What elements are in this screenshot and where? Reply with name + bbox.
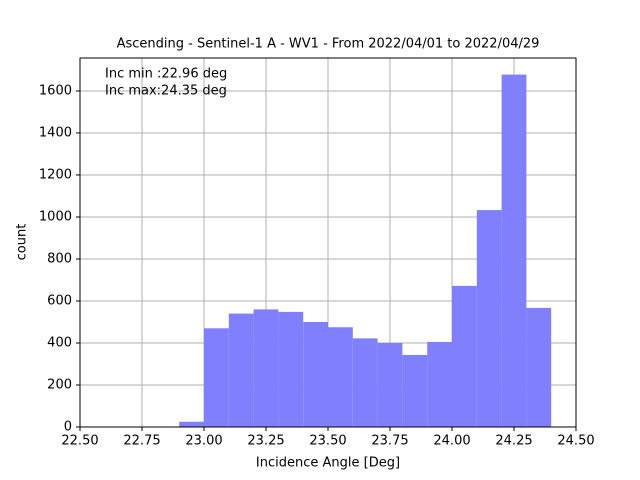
x-tick-label: 22.75 <box>123 434 160 449</box>
x-tick-label: 24.50 <box>557 434 594 449</box>
bar <box>253 309 279 427</box>
x-tick-label: 23.50 <box>309 434 346 449</box>
y-tick-label: 1200 <box>39 167 72 182</box>
x-tick-label: 23.25 <box>247 434 284 449</box>
annotation: Inc max:24.35 deg <box>105 84 227 99</box>
x-tick-label: 23.00 <box>185 434 222 449</box>
bar <box>501 74 527 428</box>
y-tick-label: 200 <box>47 377 72 392</box>
x-tick-label: 23.75 <box>371 434 408 449</box>
bar <box>526 307 552 427</box>
y-tick-label: 1600 <box>39 83 72 98</box>
x-tick-label: 24.00 <box>433 434 470 449</box>
y-tick-label: 1400 <box>39 125 72 140</box>
y-tick-label: 400 <box>47 335 72 350</box>
annotation: Inc min :22.96 deg <box>105 67 227 82</box>
bar <box>278 311 304 427</box>
bar <box>402 354 428 427</box>
bar <box>377 342 403 427</box>
y-tick-label: 800 <box>47 251 72 266</box>
bar <box>427 341 452 427</box>
bar <box>328 327 353 427</box>
chart-title: Ascending - Sentinel-1 A - WV1 - From 20… <box>117 37 540 52</box>
x-tick-label: 24.25 <box>495 434 532 449</box>
y-axis-label: count <box>15 224 30 261</box>
y-tick-label: 1000 <box>39 209 72 224</box>
bar <box>352 338 378 427</box>
bar <box>228 313 254 427</box>
y-tick-label: 0 <box>64 420 72 435</box>
bar <box>204 328 229 427</box>
bar <box>476 210 502 427</box>
y-tick-label: 600 <box>47 293 72 308</box>
bar <box>303 321 328 427</box>
bars <box>179 74 552 428</box>
bar <box>452 285 477 427</box>
x-tick-label: 22.50 <box>61 434 98 449</box>
x-axis-label: Incidence Angle [Deg] <box>256 456 400 471</box>
bar <box>179 421 204 427</box>
